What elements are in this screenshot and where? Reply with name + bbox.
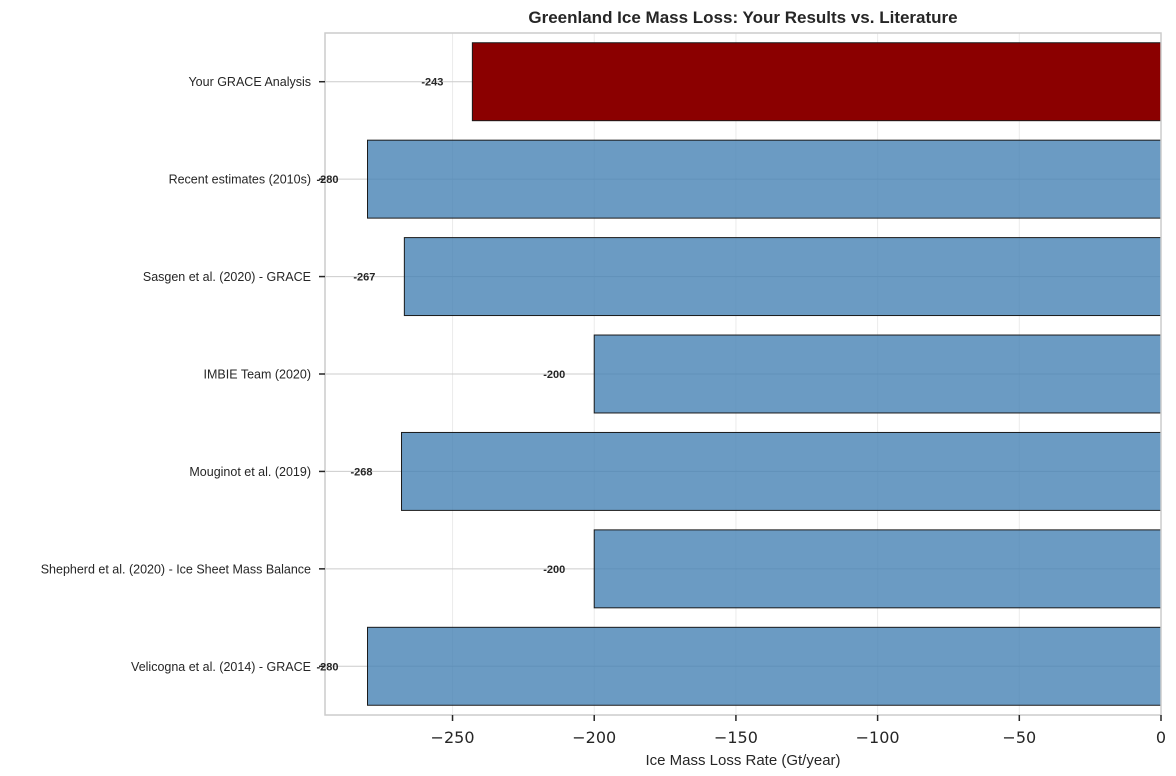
data-label: -200: [543, 564, 565, 576]
data-label: -268: [350, 466, 372, 478]
bar: [367, 139, 1162, 219]
y-tick-label: Sasgen et al. (2020) - GRACE: [143, 270, 311, 284]
x-axis-label: Ice Mass Loss Rate (Gt/year): [645, 752, 840, 769]
y-tick-label: Mouginot et al. (2019): [189, 465, 311, 479]
y-tick-label: Shepherd et al. (2020) - Ice Sheet Mass …: [41, 562, 311, 576]
x-tick-label: −150: [714, 728, 758, 747]
bar: [367, 626, 1162, 706]
x-tick-label: −250: [431, 728, 475, 747]
y-tick-label: IMBIE Team (2020): [204, 368, 311, 382]
x-tick-label: −200: [572, 728, 616, 747]
bar: [593, 334, 1162, 414]
bar: [401, 431, 1162, 511]
x-tick-label: −100: [856, 728, 900, 747]
bar: [471, 42, 1162, 122]
bar: [593, 529, 1162, 609]
data-label: -200: [543, 369, 565, 381]
y-tick-label: Velicogna et al. (2014) - GRACE: [131, 660, 311, 674]
data-label: -267: [353, 272, 375, 284]
chart-title: Greenland Ice Mass Loss: Your Results vs…: [528, 8, 957, 27]
bar: [403, 237, 1162, 317]
data-label: -243: [421, 77, 443, 89]
data-label: -280: [316, 661, 338, 673]
y-tick-label: Recent estimates (2010s): [169, 173, 311, 187]
plot-area: Your GRACE Analysis Recent estimates (201…: [41, 32, 1166, 747]
x-tick-label: 0: [1156, 728, 1166, 747]
y-tick-label: Your GRACE Analysis: [188, 75, 311, 89]
x-tick-label: −50: [1002, 728, 1036, 747]
data-label: -280: [316, 174, 338, 186]
